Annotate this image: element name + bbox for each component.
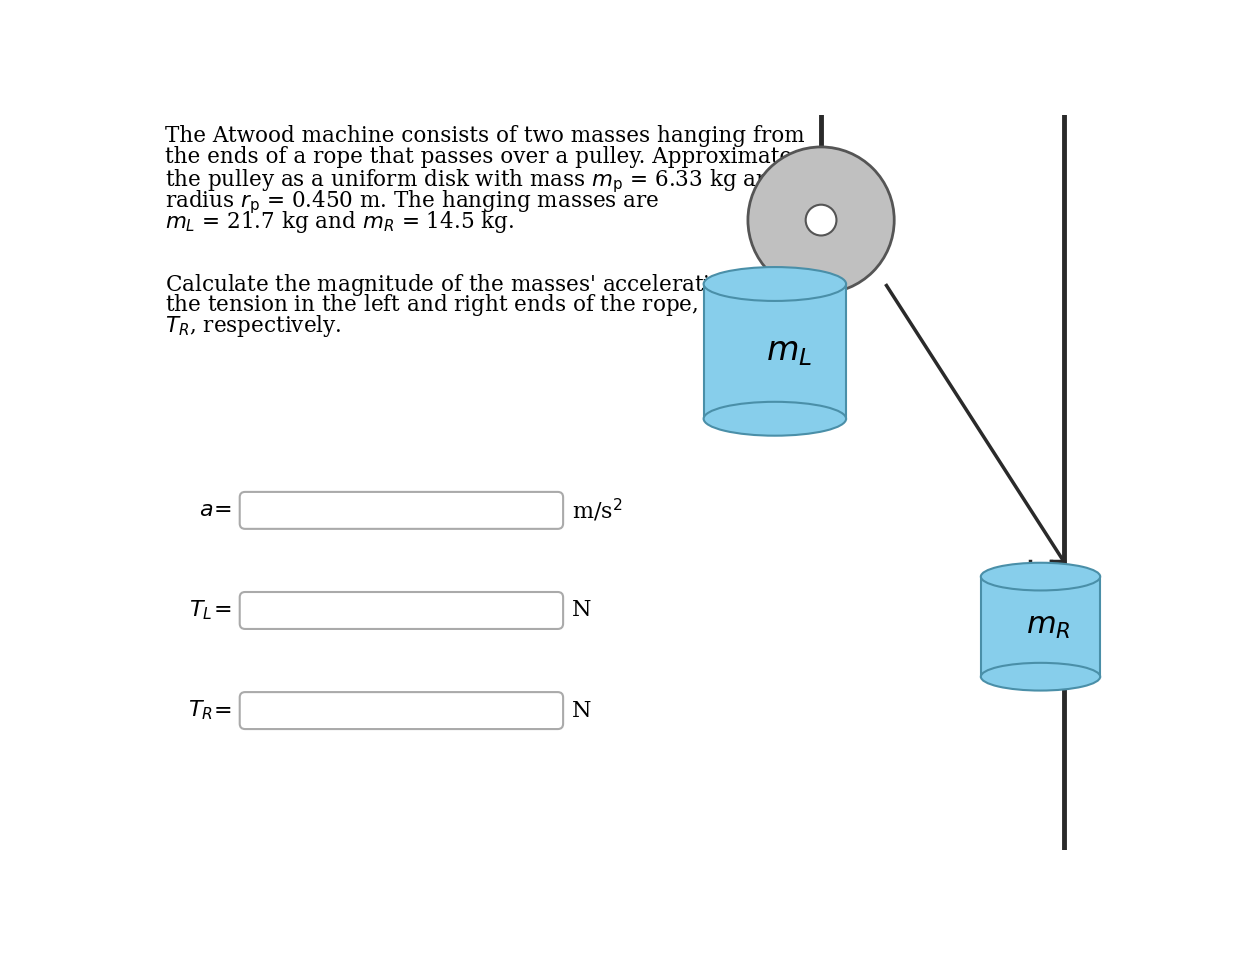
Text: =: = [213, 600, 232, 622]
Ellipse shape [704, 402, 846, 435]
Text: $a$: $a$ [198, 499, 213, 521]
Text: N: N [572, 700, 592, 722]
Circle shape [806, 204, 836, 236]
Text: radius $r_\mathrm{p}$ = 0.450 m. The hanging masses are: radius $r_\mathrm{p}$ = 0.450 m. The han… [164, 188, 659, 216]
Text: $T_L$: $T_L$ [189, 599, 213, 623]
Text: $m_\mathregular{L}$: $m_\mathregular{L}$ [765, 335, 812, 368]
Text: the pulley as a uniform disk with mass $m_\mathrm{p}$ = 6.33 kg and: the pulley as a uniform disk with mass $… [164, 167, 785, 195]
Text: the tension in the left and right ends of the rope, $T_L$ and: the tension in the left and right ends o… [164, 292, 776, 318]
Text: =: = [213, 499, 232, 521]
Bar [981, 577, 1100, 677]
FancyBboxPatch shape [239, 492, 563, 529]
Bar [704, 284, 846, 418]
Text: =: = [213, 700, 232, 722]
FancyBboxPatch shape [239, 592, 563, 629]
Text: m/s$^2$: m/s$^2$ [572, 497, 623, 524]
FancyBboxPatch shape [239, 692, 563, 729]
Text: N: N [572, 600, 592, 622]
Text: The Atwood machine consists of two masses hanging from: The Atwood machine consists of two masse… [164, 125, 805, 147]
Text: $m_L$ = 21.7 kg and $m_R$ = 14.5 kg.: $m_L$ = 21.7 kg and $m_R$ = 14.5 kg. [164, 208, 515, 235]
Text: $T_R$, respectively.: $T_R$, respectively. [164, 313, 341, 339]
Text: Calculate the magnitude of the masses' acceleration $a$ and: Calculate the magnitude of the masses' a… [164, 271, 805, 298]
Text: $T_R$: $T_R$ [188, 699, 213, 722]
Ellipse shape [981, 663, 1100, 690]
Text: $m_\mathregular{R}$: $m_\mathregular{R}$ [1025, 612, 1070, 641]
Circle shape [748, 147, 895, 293]
Ellipse shape [981, 562, 1100, 590]
Text: the ends of a rope that passes over a pulley. Approximate: the ends of a rope that passes over a pu… [164, 146, 792, 168]
Ellipse shape [704, 267, 846, 301]
